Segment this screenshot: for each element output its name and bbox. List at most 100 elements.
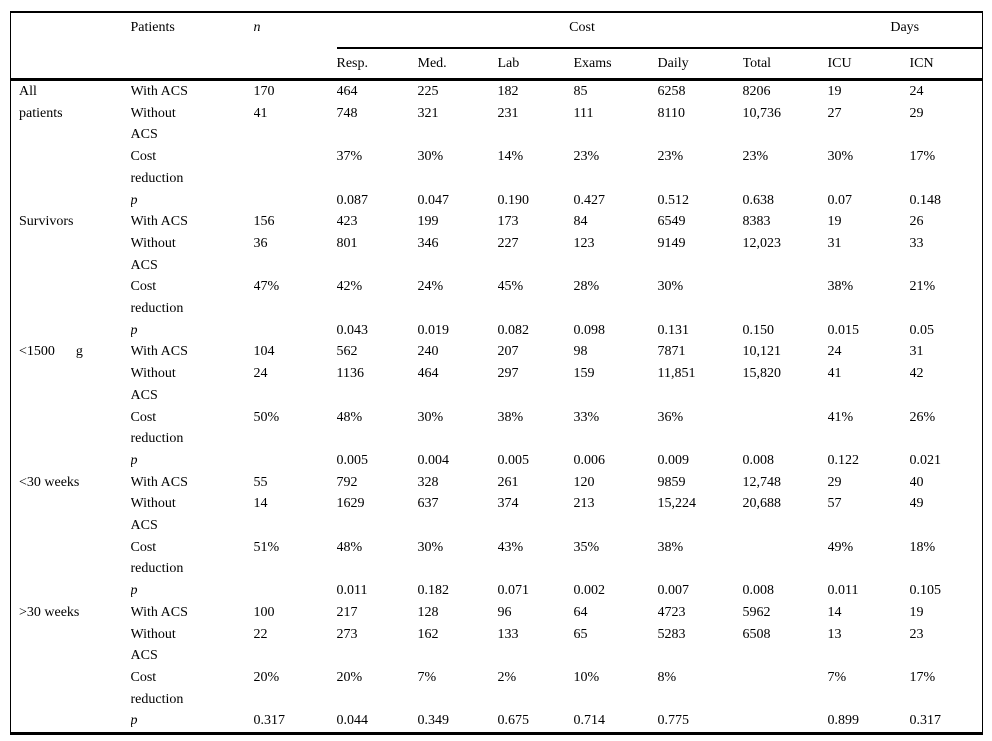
table-cell: 45% <box>497 279 524 295</box>
table-cell: 15,224 <box>657 496 697 512</box>
table-cell: 0.317 <box>909 713 942 729</box>
row-label: Cost reduction <box>130 149 184 186</box>
table-cell: 33 <box>909 235 924 251</box>
table-cell: 85 <box>573 84 588 99</box>
table-cell: 0.07 <box>827 192 853 208</box>
table-cell: 38% <box>827 279 854 295</box>
table-cell: 50% <box>253 409 280 425</box>
table-row: Cost reduction 37% 30% 14% 23% 23% 23% 30% 17% <box>11 146 983 189</box>
corner-cell <box>11 12 131 48</box>
row-label: With ACS <box>130 84 188 99</box>
table-row: Cost reduction 51% 48% 30% 43% 35% 38% 49% 18% <box>11 537 983 580</box>
table-cell: 23% <box>657 149 684 165</box>
table-cell: 0.899 <box>827 713 860 729</box>
row-label: With ACS <box>130 214 188 230</box>
table-cell: 27 <box>827 105 842 121</box>
table-row: p 0.317 0.044 0.349 0.675 0.714 0.775 0.899 0.31… <box>11 710 983 733</box>
table-cell: 0.638 <box>742 192 775 208</box>
table-cell: 227 <box>497 235 519 251</box>
table-cell: 20% <box>253 669 280 685</box>
table-cell <box>743 537 828 580</box>
table-cell: 40 <box>909 474 924 490</box>
table-cell: 35% <box>573 539 600 555</box>
table-cell <box>743 407 828 450</box>
table-cell: 14 <box>253 496 268 512</box>
table-cell: 123 <box>573 235 595 251</box>
table-cell: 182 <box>497 84 519 99</box>
table-cell: 19 <box>827 214 842 230</box>
table-row: <30 weeks With ACS 55 792 328 261 120 9859 12,74… <box>11 472 983 494</box>
table-cell: 12,023 <box>742 235 782 251</box>
table-cell <box>254 450 337 472</box>
table-cell: 42 <box>909 366 924 382</box>
table-cell: 24 <box>253 366 268 382</box>
table-cell: 21% <box>909 279 936 295</box>
table-cell: 213 <box>573 496 595 512</box>
table-cell: 0.082 <box>497 322 530 338</box>
table-cell: 0.427 <box>573 192 606 208</box>
table-cell: 31 <box>909 344 924 360</box>
table-cell: 0.098 <box>573 322 606 338</box>
table-cell: 120 <box>573 474 595 490</box>
row-label: p <box>130 192 138 208</box>
table-cell: 0.043 <box>336 322 369 338</box>
table-cell: 0.148 <box>909 192 942 208</box>
table-cell: 17% <box>909 669 936 685</box>
table-cell: 55 <box>253 474 268 490</box>
table-cell: 30% <box>417 149 444 165</box>
group-label: All patients <box>19 84 63 121</box>
table-cell: 207 <box>497 344 519 360</box>
table-cell: 104 <box>253 344 275 360</box>
table-cell: 0.009 <box>657 452 690 468</box>
table-cell: 8383 <box>742 214 771 230</box>
table-cell: 30% <box>657 279 684 295</box>
table-row: Survivors With ACS 156 423 199 173 84 6549 8383 1… <box>11 211 983 233</box>
row-label: Cost reduction <box>130 539 184 577</box>
days-group-header: Days <box>827 12 983 49</box>
row-label: With ACS <box>130 474 188 490</box>
table-row: p 0.005 0.004 0.005 0.006 0.009 0.008 0.122 0.02… <box>11 450 983 472</box>
cost-subheader-daily: Daily <box>657 48 743 81</box>
table-cell <box>254 580 337 602</box>
table-cell: 31 <box>827 235 842 251</box>
table-cell: 11,851 <box>657 366 696 382</box>
table-cell: 23 <box>909 626 924 642</box>
table-cell: 0.011 <box>336 583 368 599</box>
table-row: p 0.043 0.019 0.082 0.098 0.131 0.150 0.015 0.05 <box>11 320 983 342</box>
patients-column-header: Patients <box>130 20 175 35</box>
table-cell: 0.007 <box>657 583 690 599</box>
table-cell: 0.047 <box>417 192 450 208</box>
table-cell: 173 <box>497 214 519 230</box>
table-cell: 10% <box>573 669 600 685</box>
table-cell: 100 <box>253 604 275 620</box>
table-cell: 38% <box>657 539 684 555</box>
table-cell: 464 <box>336 84 358 99</box>
days-subheader-icu: ICU <box>827 48 910 81</box>
table-row: <1500 g With ACS 104 562 240 207 98 7871 10,121 2… <box>11 341 983 363</box>
cost-subheader-lab: Lab <box>497 48 574 81</box>
table-row: p 0.011 0.182 0.071 0.002 0.007 0.008 0.011 0.10… <box>11 580 983 602</box>
table-cell: 0.775 <box>657 713 690 729</box>
table-cell: 28% <box>573 279 600 295</box>
table-cell: 0.349 <box>417 713 450 729</box>
table-cell: 0.675 <box>497 713 530 729</box>
table-cell: 19 <box>909 604 924 620</box>
table-cell: 2% <box>497 669 517 685</box>
cost-group-header: Cost <box>336 12 828 49</box>
table-cell: 225 <box>417 84 439 99</box>
table-cell: 273 <box>336 626 358 642</box>
table-cell: 261 <box>497 474 519 490</box>
row-label: p <box>130 713 138 729</box>
table-cell: 22 <box>253 626 268 642</box>
table-row: Without ACS 36 801 346 227 123 9149 12,023 31 33 <box>11 233 983 276</box>
table-cell: 57 <box>827 496 842 512</box>
empty-header-cell <box>130 48 254 81</box>
table-cell: 0.150 <box>742 322 775 338</box>
table-cell: 15,820 <box>742 366 782 382</box>
table-cell: 84 <box>573 214 588 230</box>
table-cell: 1629 <box>336 496 365 512</box>
table-cell: 18% <box>909 539 936 555</box>
table-row: Cost reduction 20% 20% 7% 2% 10% 8% 7% 17% <box>11 667 983 710</box>
table-cell: 24 <box>909 84 924 99</box>
